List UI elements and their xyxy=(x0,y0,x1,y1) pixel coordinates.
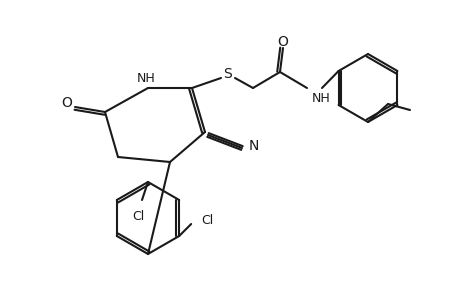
Text: O: O xyxy=(62,96,72,110)
Text: N: N xyxy=(248,139,259,153)
Text: Cl: Cl xyxy=(201,214,213,226)
Text: O: O xyxy=(277,35,288,49)
Text: Cl: Cl xyxy=(132,210,144,223)
Text: NH: NH xyxy=(136,71,155,85)
Text: S: S xyxy=(223,67,232,81)
Text: NH: NH xyxy=(311,92,330,104)
